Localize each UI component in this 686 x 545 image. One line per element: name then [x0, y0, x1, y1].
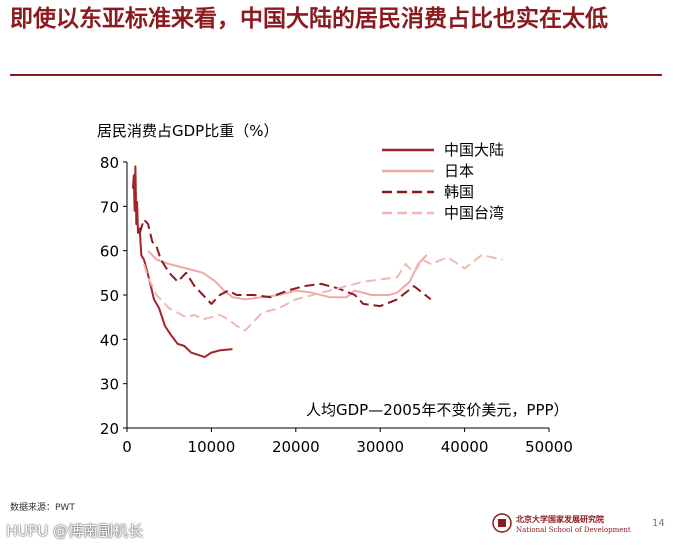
x-tick-label: 50000 [525, 438, 573, 456]
x-tick-label: 40000 [441, 438, 489, 456]
series-line-1 [147, 250, 428, 301]
slide-title: 即使以东亚标准来看，中国大陆的居民消费占比也实在太低 [10, 6, 608, 32]
series-line-3 [142, 254, 503, 332]
y-axis-label: 居民消费占GDP比重（%） [97, 122, 278, 140]
legend-label-3: 中国台湾 [444, 204, 504, 222]
y-tick-label: 60 [100, 243, 119, 261]
legend-label-2: 韩国 [444, 183, 474, 201]
legend-label-1: 日本 [444, 162, 474, 180]
watermark: HUPU @博南副机长 [6, 522, 144, 540]
x-tick-label: 0 [122, 438, 132, 456]
series-line-2 [138, 218, 432, 308]
chart: 20 30 40 50 60 70 80 0 10000 20000 30000 40000 50000… [0, 110, 686, 470]
page-number: 14 [652, 518, 665, 529]
y-tick-label: 30 [100, 376, 119, 394]
x-axis-label: 人均GDP—2005年不变价美元，PPP） [306, 401, 569, 419]
legend-label-0: 中国大陆 [444, 141, 504, 159]
chart-svg: 20 30 40 50 60 70 80 0 10000 20000 30000 40000 50000… [97, 122, 573, 456]
title-divider [10, 74, 662, 76]
institution-name-cn: 北京大学国家发展研究院 [516, 515, 604, 524]
institution-logo-block: 北京大学国家发展研究院 National School of Developme… [492, 510, 642, 540]
x-tick-label: 20000 [272, 438, 320, 456]
y-tick-label: 40 [100, 331, 119, 349]
y-tick-label: 50 [100, 287, 119, 305]
institution-name-en: National School of Development [516, 526, 631, 534]
y-tick-label: 80 [100, 154, 119, 172]
y-tick-label: 70 [100, 198, 119, 216]
series-line-0 [131, 165, 233, 359]
university-seal-icon [492, 513, 512, 533]
x-tick-label: 10000 [188, 438, 236, 456]
x-tick-label: 30000 [356, 438, 404, 456]
source-note: 数据来源：PWT [10, 503, 75, 513]
y-tick-label: 20 [100, 420, 119, 438]
